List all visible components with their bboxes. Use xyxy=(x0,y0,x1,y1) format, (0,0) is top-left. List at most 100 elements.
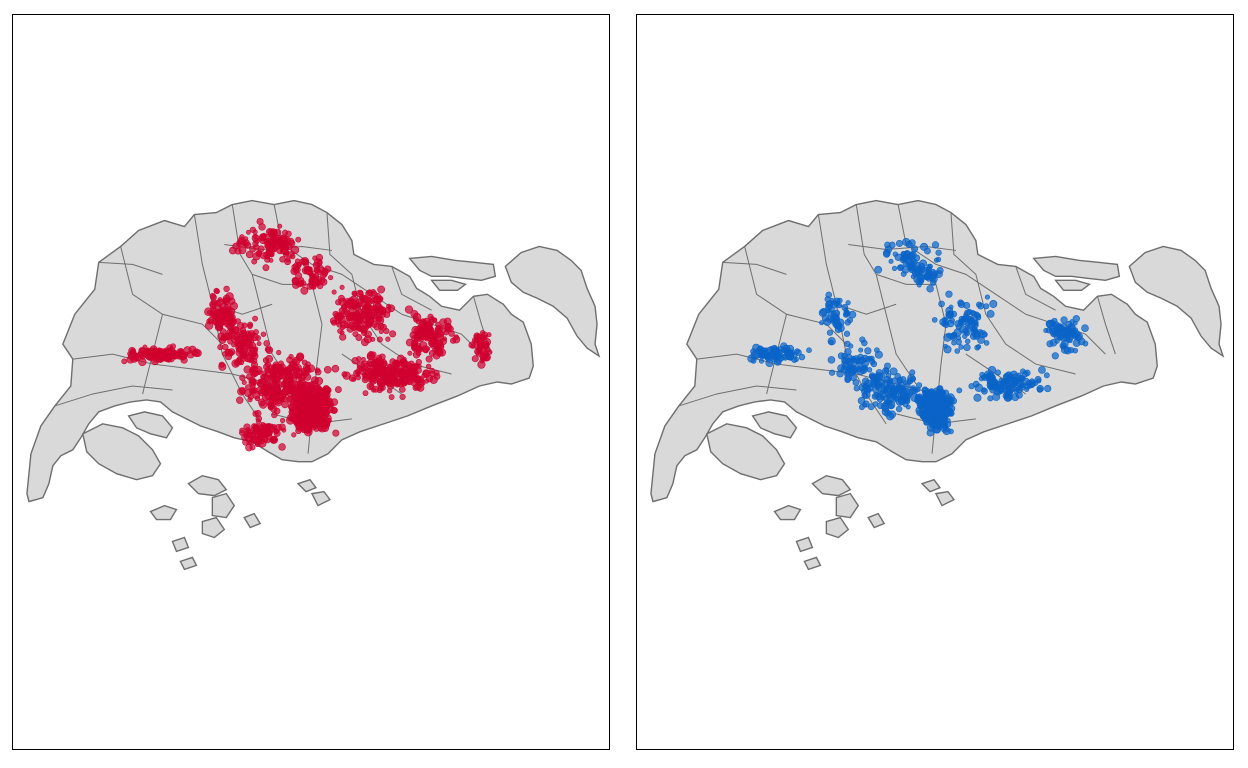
point-marker xyxy=(253,423,259,429)
point-marker xyxy=(853,385,860,392)
point-marker xyxy=(933,257,940,263)
point-marker xyxy=(305,406,314,416)
point-marker xyxy=(915,398,921,404)
subzone-boundary xyxy=(975,274,1076,375)
point-marker xyxy=(905,389,914,398)
point-marker xyxy=(827,337,836,346)
land-shape-jurong2 xyxy=(751,411,798,439)
point-marker xyxy=(303,265,312,275)
point-marker xyxy=(331,364,340,373)
point-marker xyxy=(332,429,340,437)
point-marker xyxy=(252,229,258,235)
point-marker xyxy=(400,380,407,387)
point-marker xyxy=(942,321,950,328)
land-shape-isle6 xyxy=(867,512,886,529)
point-marker xyxy=(837,324,845,332)
point-marker xyxy=(270,390,277,397)
point-marker xyxy=(1036,378,1042,384)
point-marker xyxy=(149,354,156,360)
point-marker xyxy=(798,353,806,361)
point-marker xyxy=(265,346,274,354)
point-marker xyxy=(884,411,890,417)
point-marker xyxy=(888,241,896,249)
point-marker xyxy=(250,365,257,372)
point-marker xyxy=(419,324,429,333)
point-marker xyxy=(1010,376,1019,385)
point-marker xyxy=(341,371,348,378)
point-marker xyxy=(247,338,253,344)
point-marker xyxy=(351,290,358,297)
point-marker xyxy=(278,443,286,451)
point-marker xyxy=(417,376,425,383)
point-marker xyxy=(380,323,387,331)
point-marker xyxy=(858,347,864,353)
point-marker xyxy=(326,397,333,405)
point-marker xyxy=(315,253,324,262)
point-marker xyxy=(289,253,296,260)
point-marker xyxy=(434,338,444,347)
point-marker xyxy=(153,347,159,353)
subzone-boundary xyxy=(722,261,787,275)
point-marker xyxy=(873,392,880,399)
point-marker xyxy=(237,240,243,246)
point-marker xyxy=(443,330,449,336)
point-marker xyxy=(989,385,997,394)
point-marker xyxy=(215,322,223,330)
point-marker xyxy=(989,299,998,308)
point-marker xyxy=(252,390,261,399)
land-shape-jurong2 xyxy=(127,411,174,439)
point-marker xyxy=(290,245,300,255)
point-marker xyxy=(900,271,907,277)
point-marker xyxy=(269,437,275,443)
point-marker xyxy=(165,347,173,355)
point-marker xyxy=(260,331,267,337)
point-marker xyxy=(481,331,489,339)
point-marker xyxy=(383,311,391,318)
point-marker xyxy=(300,286,309,295)
point-marker xyxy=(421,345,429,353)
point-marker xyxy=(984,370,993,379)
point-marker xyxy=(412,312,422,322)
point-marker xyxy=(356,321,363,328)
point-marker xyxy=(376,386,383,394)
point-marker xyxy=(929,411,938,420)
point-marker xyxy=(223,285,230,293)
point-marker xyxy=(360,368,367,376)
land-shape-isle6 xyxy=(243,512,262,529)
point-marker xyxy=(369,297,376,304)
subzone-boundary xyxy=(897,204,1026,315)
point-marker xyxy=(370,336,376,342)
point-marker xyxy=(933,425,942,434)
point-marker xyxy=(881,405,889,413)
point-marker xyxy=(946,332,952,339)
point-marker xyxy=(885,372,892,379)
point-marker xyxy=(298,281,305,287)
point-marker xyxy=(285,372,292,379)
point-marker xyxy=(795,349,802,356)
point-marker xyxy=(286,356,293,364)
point-marker xyxy=(346,315,352,321)
point-marker xyxy=(448,330,455,337)
land-shape-ubin2 xyxy=(430,279,468,292)
point-marker xyxy=(886,380,893,387)
point-marker xyxy=(833,313,840,321)
point-marker xyxy=(920,242,929,251)
point-marker xyxy=(248,439,255,446)
point-marker xyxy=(444,323,452,332)
land-shape-isle4 xyxy=(920,478,942,493)
map-panel-right xyxy=(636,14,1234,750)
point-marker xyxy=(892,251,899,257)
subzone-boundary xyxy=(1015,266,1056,311)
point-marker xyxy=(246,344,252,350)
land-layer-right xyxy=(650,199,1225,571)
point-marker xyxy=(964,330,970,337)
point-marker xyxy=(305,361,311,367)
point-marker xyxy=(954,348,961,354)
point-marker xyxy=(303,425,313,434)
point-marker xyxy=(1044,384,1052,393)
point-marker xyxy=(378,329,384,335)
point-marker xyxy=(371,367,377,374)
point-marker xyxy=(246,229,251,235)
point-marker xyxy=(848,310,857,319)
point-marker xyxy=(271,424,278,430)
